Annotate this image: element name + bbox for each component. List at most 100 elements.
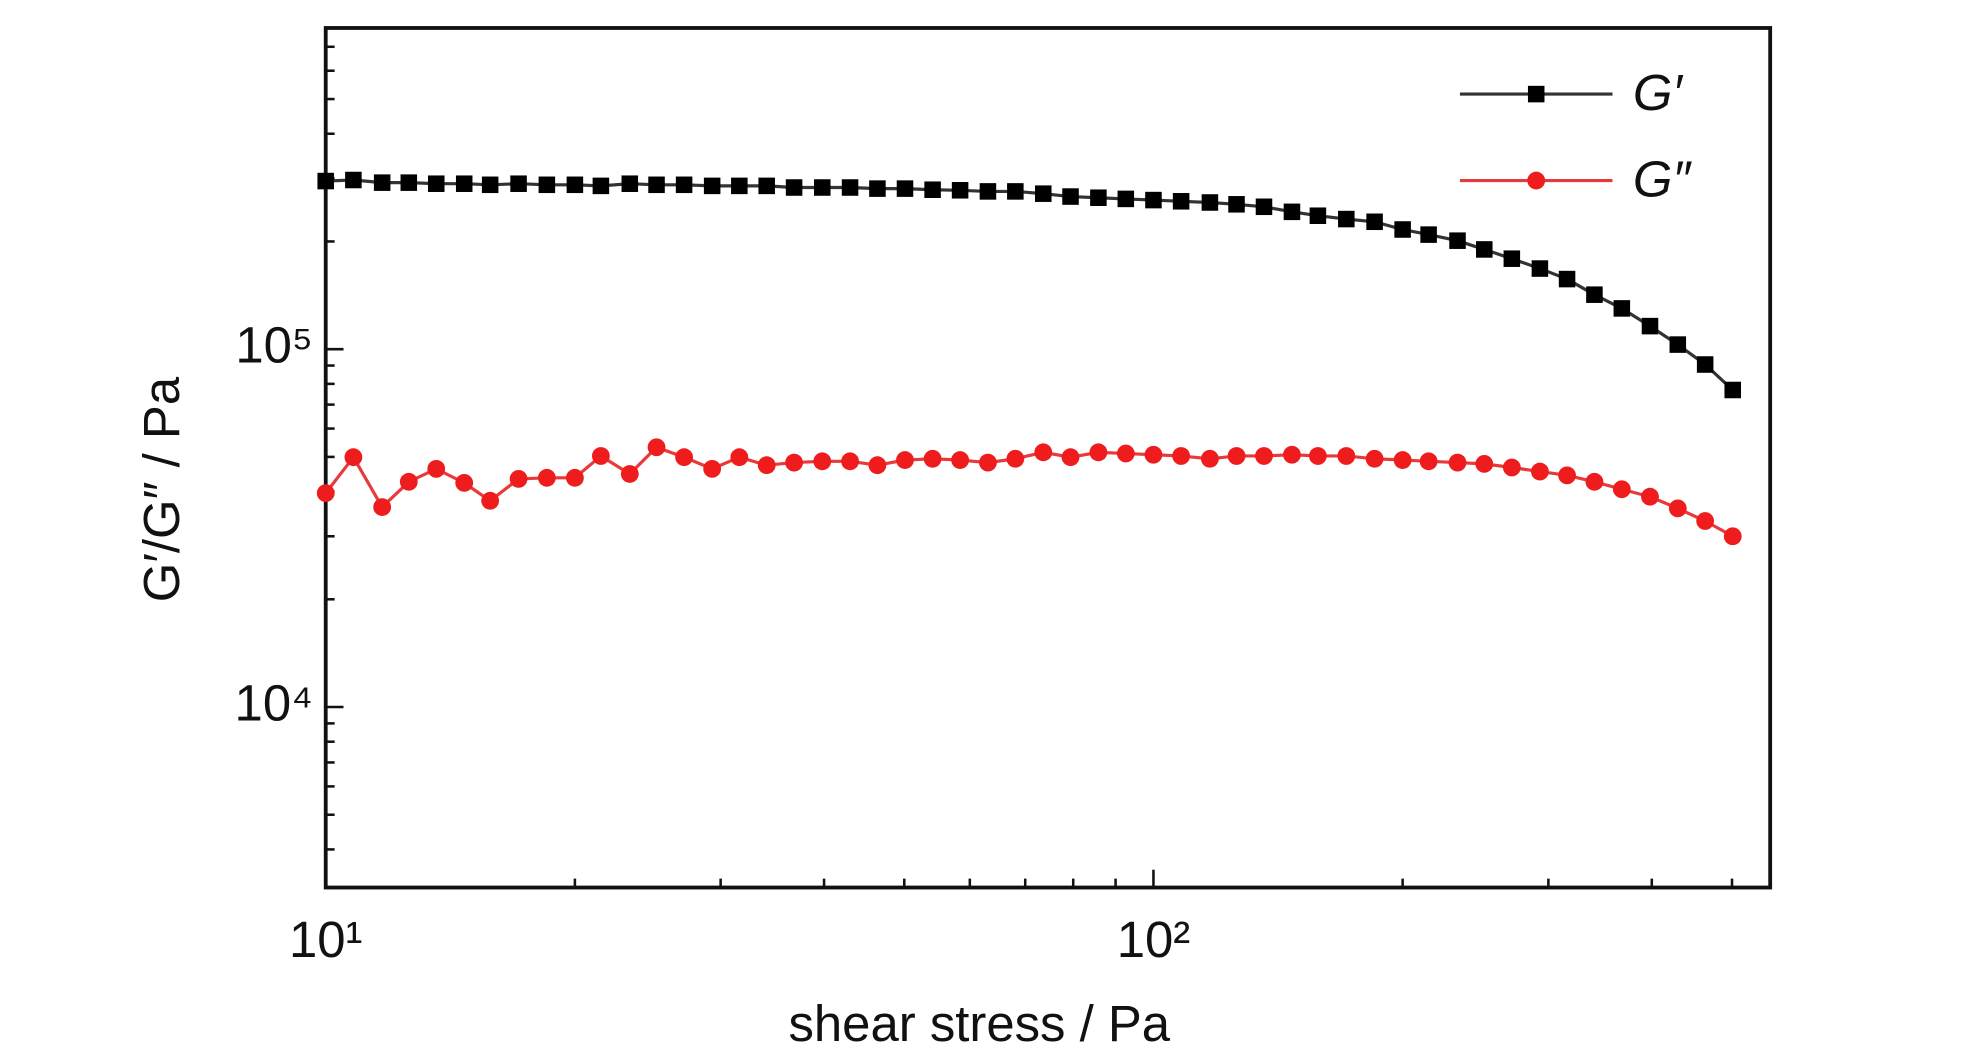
legend-label: G″ (1633, 151, 1693, 208)
data-point (509, 469, 528, 488)
data-point (785, 179, 803, 196)
data-point (1034, 443, 1053, 462)
data-point (566, 176, 584, 194)
data-point (648, 176, 665, 194)
data-point (1393, 451, 1412, 469)
data-point (1613, 300, 1631, 317)
data-point (373, 174, 391, 191)
data-point (1476, 241, 1493, 258)
data-point (317, 172, 334, 190)
data-point (647, 438, 666, 457)
data-point (979, 183, 997, 200)
data-point (1172, 193, 1190, 210)
data-point (1062, 188, 1079, 205)
data-point (1419, 452, 1438, 471)
legend-label: G′ (1633, 64, 1684, 121)
data-point (1585, 472, 1604, 491)
data-point (455, 175, 473, 192)
data-point (1641, 487, 1659, 506)
data-point (951, 182, 969, 199)
data-point (1558, 466, 1576, 485)
data-point (1227, 447, 1246, 465)
data-point (703, 459, 722, 478)
data-point (703, 177, 721, 195)
data-point (731, 177, 748, 195)
data-point (924, 181, 941, 198)
data-point (537, 468, 556, 487)
y-tick-label: 10⁵ (235, 317, 313, 374)
data-point (1502, 458, 1521, 477)
data-point (510, 175, 527, 192)
data-point (373, 498, 392, 516)
data-point (1669, 336, 1687, 353)
data-point (481, 176, 499, 194)
data-point (813, 179, 831, 196)
data-point (1696, 512, 1715, 530)
data-point (1531, 260, 1549, 277)
data-point (1061, 448, 1080, 467)
data-point (1503, 250, 1521, 267)
data-point (1116, 444, 1135, 463)
x-axis-label: shear stress / Pa (788, 995, 1170, 1052)
data-point (1144, 445, 1163, 464)
series-line (324, 445, 1734, 538)
data-point (1255, 447, 1273, 465)
data-point (675, 176, 693, 194)
data-point (538, 176, 556, 194)
x-tick-label: 10¹ (289, 911, 363, 968)
data-point (896, 180, 914, 197)
data-point (1586, 286, 1603, 303)
data-point (730, 448, 749, 467)
data-point (455, 473, 474, 492)
data-point (1283, 445, 1301, 464)
data-point (869, 180, 886, 197)
data-point (1668, 499, 1687, 518)
data-point (1006, 449, 1025, 468)
data-point (923, 449, 942, 468)
data-point (785, 453, 803, 472)
data-point (1255, 198, 1273, 216)
data-point (1475, 454, 1494, 473)
series-line (325, 178, 1734, 392)
data-point (1366, 213, 1383, 231)
data-point (481, 491, 500, 510)
data-point (1308, 447, 1327, 465)
data-point (316, 484, 335, 503)
data-point (1089, 443, 1108, 462)
data-point (1283, 203, 1301, 221)
data-point (1338, 210, 1355, 228)
y-axis-label: G′/G″ / Pa (133, 376, 190, 602)
legend-marker (1527, 85, 1545, 103)
legend-marker (1527, 171, 1546, 190)
data-point (841, 179, 859, 196)
data-point (1200, 449, 1219, 468)
data-point (1723, 527, 1742, 546)
data-point (1337, 447, 1356, 465)
data-point (1448, 453, 1467, 472)
data-point (565, 468, 584, 487)
data-point (1228, 196, 1245, 213)
data-point (1309, 207, 1327, 225)
data-point (1117, 190, 1135, 208)
data-point (400, 174, 418, 191)
data-point (1090, 189, 1107, 206)
data-point (1641, 317, 1659, 335)
data-point (427, 459, 446, 478)
data-point (1724, 381, 1741, 399)
data-point (951, 451, 970, 469)
data-point (621, 175, 639, 192)
data-point (979, 453, 997, 472)
data-point (1172, 447, 1191, 465)
data-point (1449, 232, 1466, 249)
data-point (896, 451, 914, 469)
data-point (868, 456, 887, 475)
plot-frame (323, 26, 1773, 890)
y-tick-label: 10⁴ (235, 674, 313, 731)
data-point (1007, 183, 1024, 200)
data-point (1420, 226, 1437, 243)
data-point (757, 456, 776, 475)
x-tick-label: 10² (1117, 911, 1191, 968)
data-point (1145, 191, 1162, 209)
